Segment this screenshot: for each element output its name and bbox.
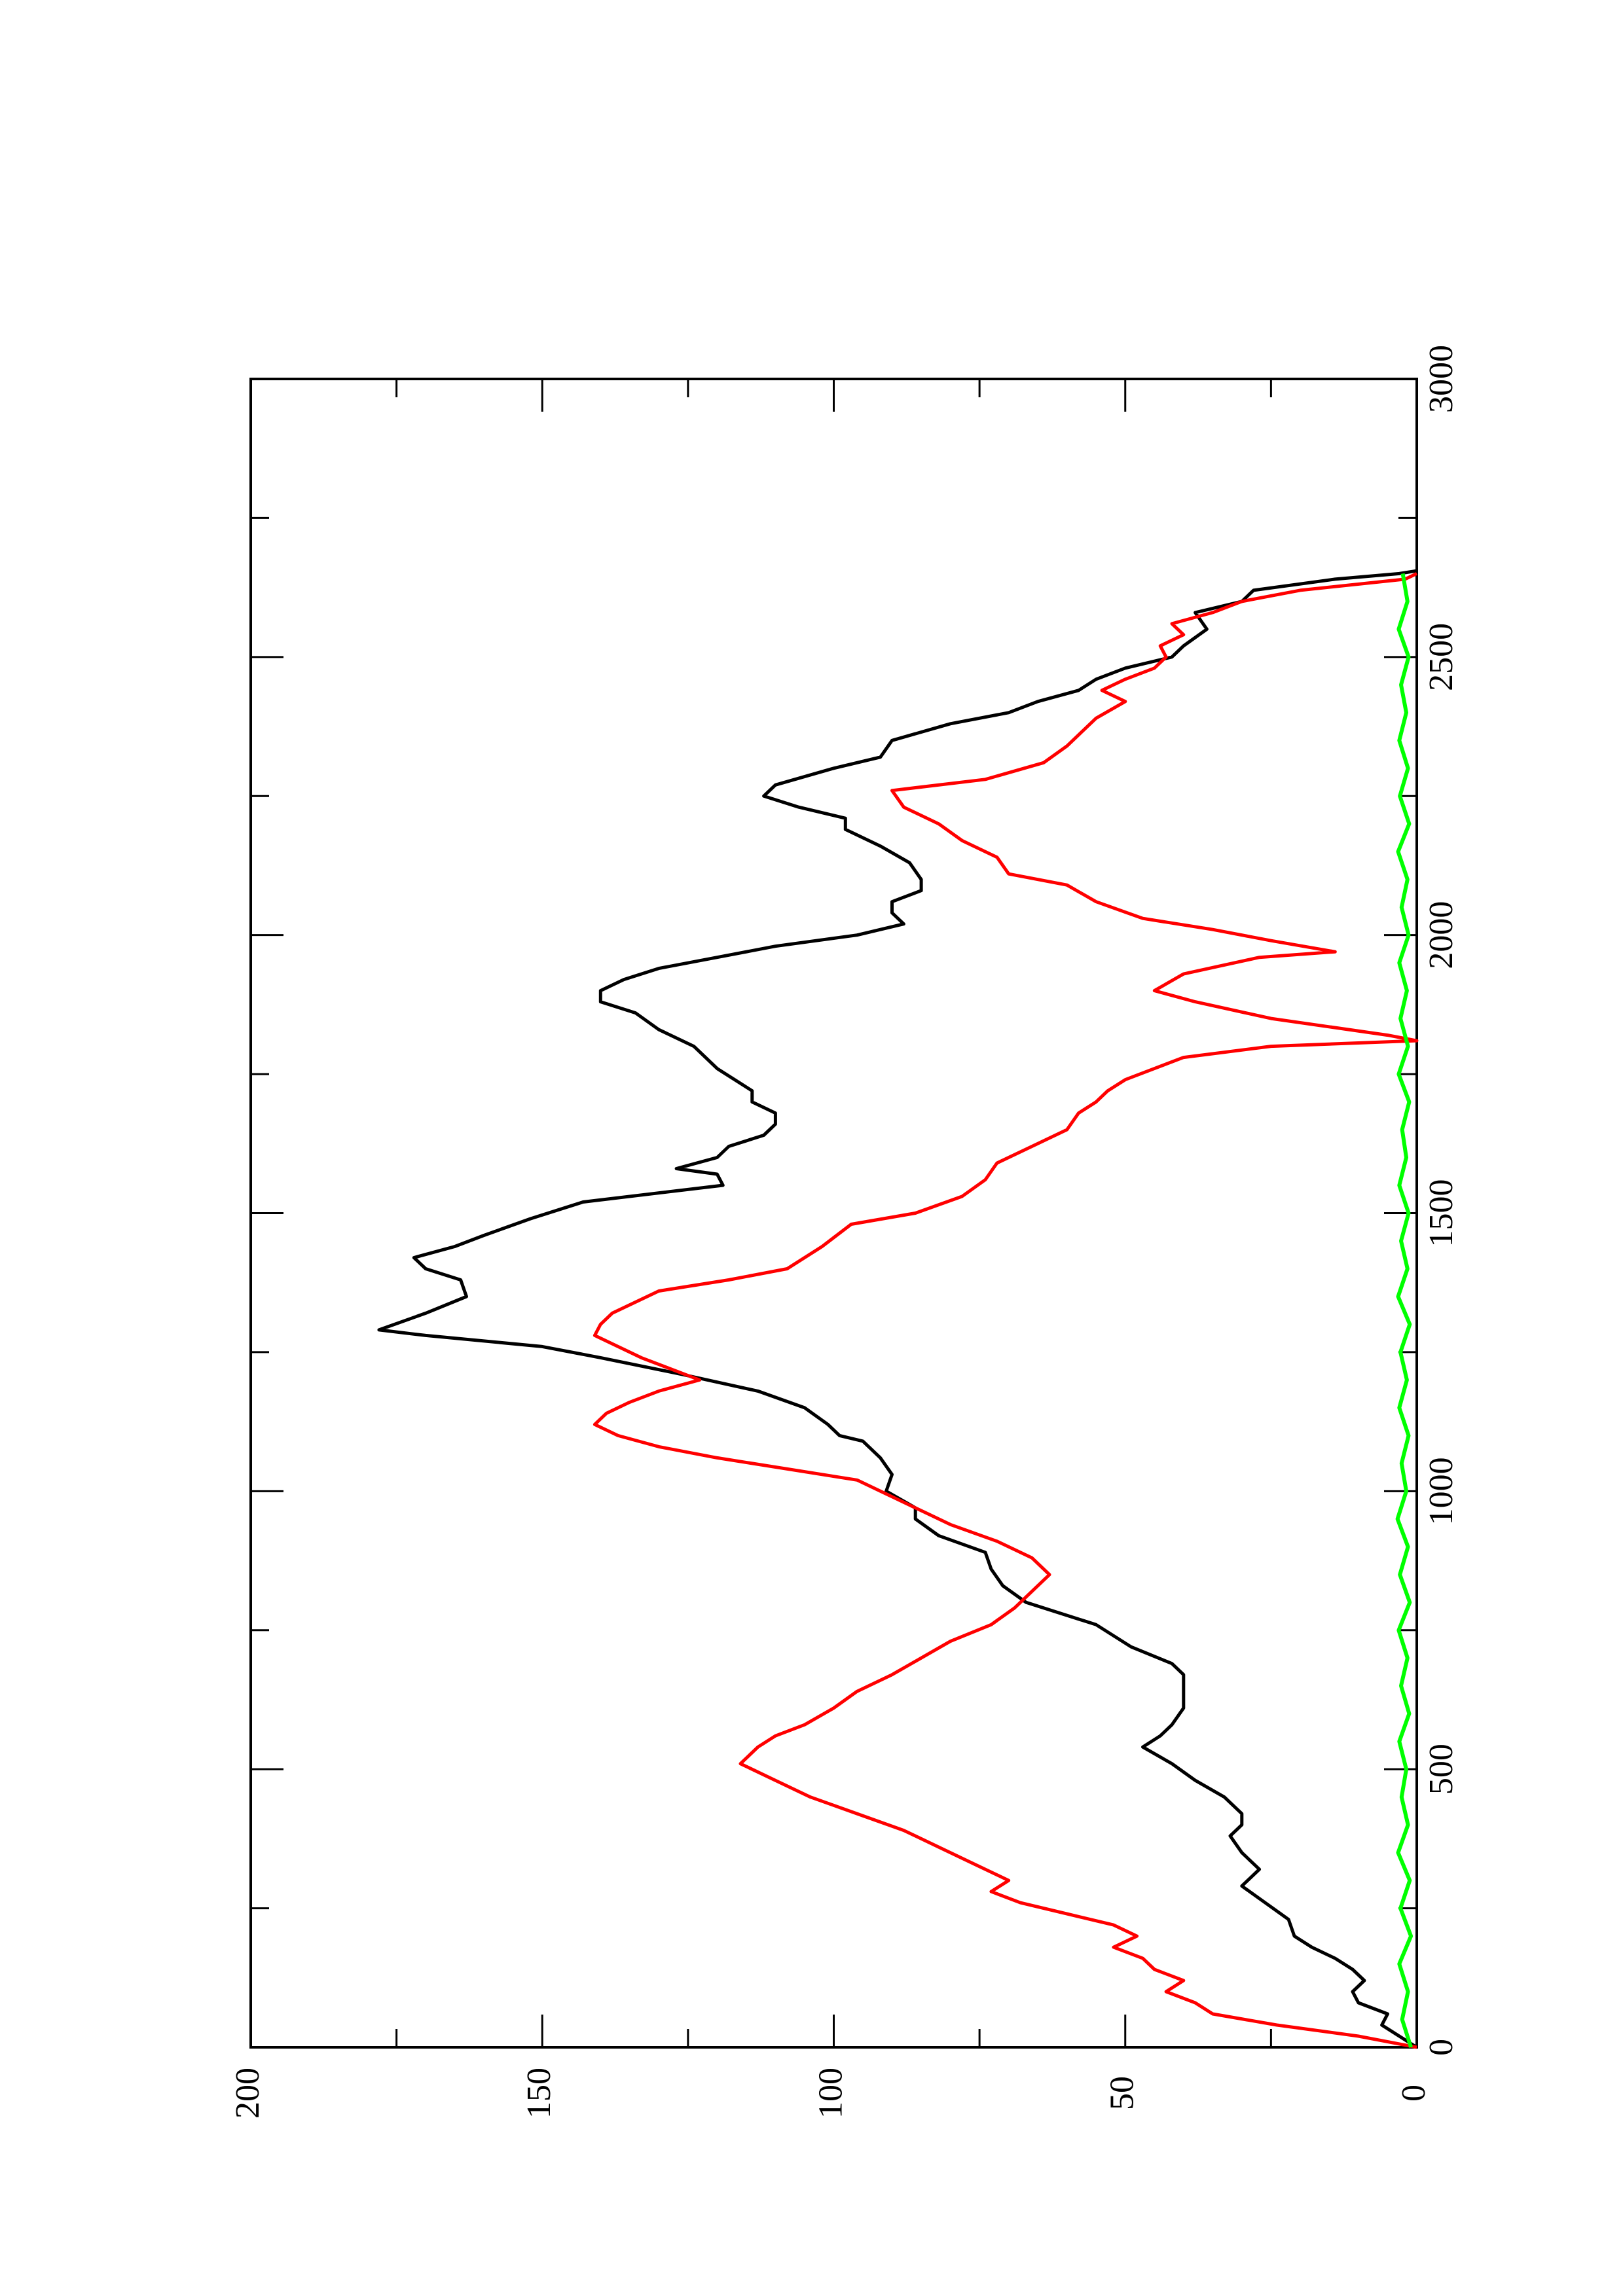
x-tick-label: 2500 <box>1423 623 1460 691</box>
x-tick-label: 3000 <box>1423 345 1460 413</box>
red-series-line <box>593 572 1419 2049</box>
axis-ticks <box>251 379 1417 2047</box>
black-series-line <box>377 569 1418 2049</box>
y-tick-label: 100 <box>812 2068 849 2119</box>
y-tick-label: 0 <box>1395 2085 1432 2102</box>
y-tick-label: 150 <box>520 2068 558 2119</box>
x-tick-label: 1000 <box>1423 1457 1460 1525</box>
x-tick-label: 500 <box>1423 1744 1460 1795</box>
green-series-line <box>1395 573 1413 2048</box>
y-tick-label: 50 <box>1104 2076 1141 2110</box>
series-lines <box>377 569 1419 2049</box>
x-tick-label: 2000 <box>1423 901 1460 969</box>
x-tick-label: 0 <box>1423 2039 1460 2056</box>
plot-frame <box>249 378 1418 2049</box>
tick-labels: 0 500 1000 1500 2000 2500 3000 0 50 100 150 200 <box>229 345 1460 2119</box>
y-tick-label: 200 <box>229 2068 266 2119</box>
x-tick-label: 1500 <box>1423 1179 1460 1247</box>
